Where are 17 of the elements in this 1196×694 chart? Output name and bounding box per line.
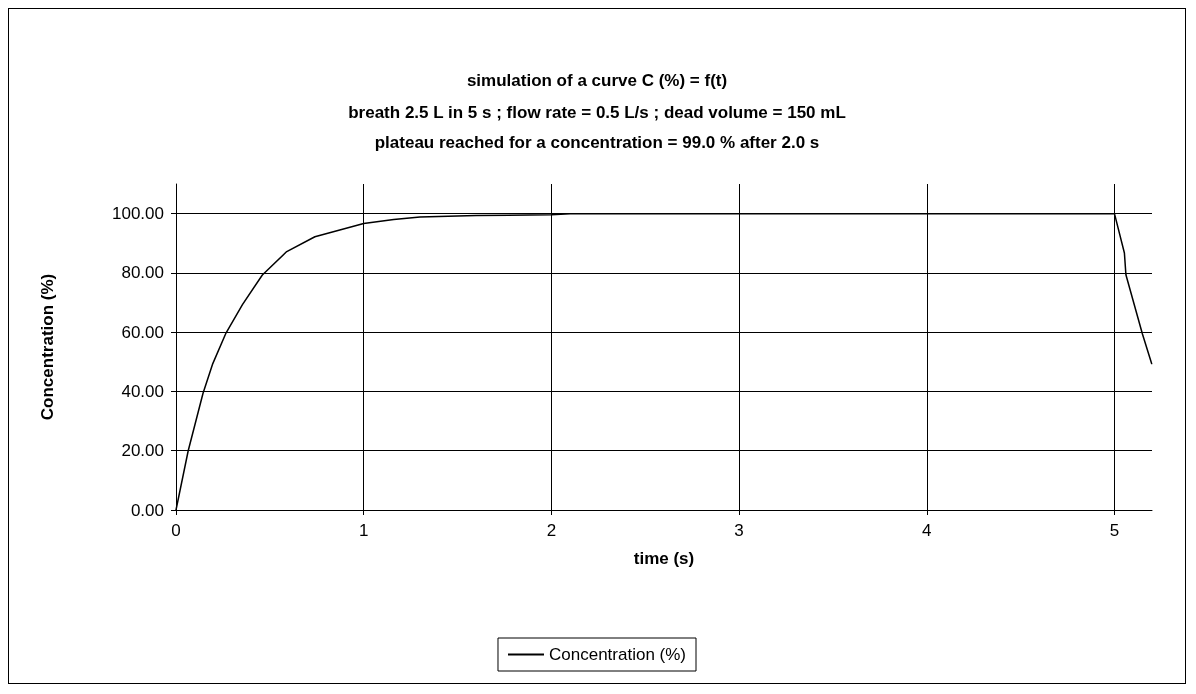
legend-label: Concentration (%): [549, 645, 687, 664]
x-tick-label: 4: [922, 521, 932, 540]
y-tick-label: 20.00: [121, 441, 164, 461]
chart-title: simulation of a curve C (%) = f(t): [466, 71, 728, 90]
x-tick-label: 0: [171, 521, 181, 540]
y-tick-label: 60.00: [121, 322, 164, 342]
y-tick-label: 40.00: [121, 381, 164, 401]
y-axis-title: Concentration (%): [38, 273, 57, 421]
x-tick-label: 3: [734, 521, 744, 540]
y-tick-label: 80.00: [121, 263, 164, 283]
chart-subtitle: breath 2.5 L in 5 s ; flow rate = 0.5 L/s ; dead volume = 150 mL plateau reached for a concentration = 99.0 % after 2.0 s: [348, 102, 846, 152]
x-tick-label: 5: [1109, 521, 1120, 540]
y-tick-label: 0.00: [130, 500, 164, 520]
x-axis-title: time (s): [633, 549, 695, 568]
x-tick-label: 2: [546, 521, 557, 540]
y-tick-label: 100.00: [112, 204, 164, 224]
x-tick-label: 1: [358, 521, 369, 540]
